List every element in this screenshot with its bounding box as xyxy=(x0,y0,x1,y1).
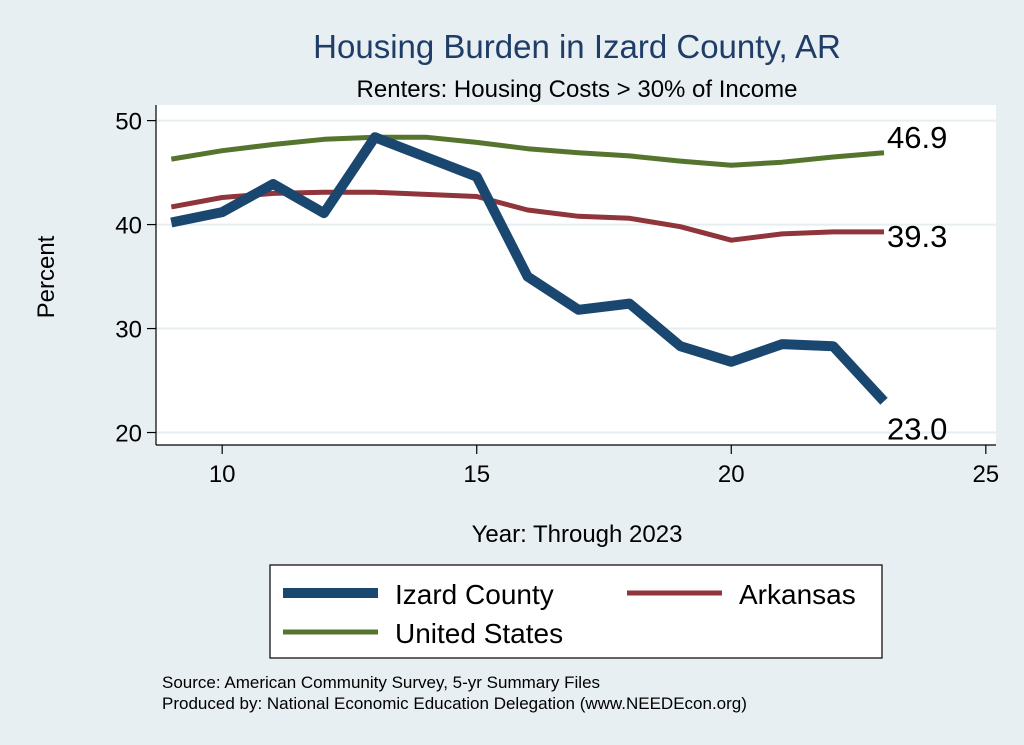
source-note: Source: American Community Survey, 5-yr … xyxy=(162,673,600,692)
y-tick-label-20: 20 xyxy=(115,421,142,448)
plot-area xyxy=(156,105,996,445)
legend-item-us: United States xyxy=(283,618,563,649)
y-tick-label-40: 40 xyxy=(115,213,142,240)
legend-item-izard: Izard County xyxy=(283,579,554,610)
end-label-united-states: 46.9 xyxy=(887,120,947,155)
chart-title: Housing Burden in Izard County, AR xyxy=(313,28,841,65)
x-ticks: 10 15 20 25 xyxy=(209,445,999,488)
legend-label-us: United States xyxy=(395,618,563,649)
gridlines xyxy=(156,119,996,434)
legend-label-izard: Izard County xyxy=(395,579,554,610)
x-tick-label-10: 10 xyxy=(209,461,236,488)
end-label-izard-county: 23.0 xyxy=(887,411,947,446)
y-ticks: 20 30 40 50 xyxy=(115,109,156,448)
x-axis-label: Year: Through 2023 xyxy=(472,521,683,548)
legend-label-arkansas: Arkansas xyxy=(739,579,856,610)
series-lines xyxy=(170,132,888,405)
series-line-united-states xyxy=(170,134,885,168)
legend-box xyxy=(269,564,883,659)
end-labels: 46.9 39.3 23.0 xyxy=(887,120,947,447)
producer-note: Produced by: National Economic Education… xyxy=(162,694,747,713)
y-tick-label-50: 50 xyxy=(115,109,142,136)
y-tick-label-30: 30 xyxy=(115,317,142,344)
y-axis-label: Percent xyxy=(33,235,60,318)
x-tick-label-25: 25 xyxy=(972,461,999,488)
x-tick-label-15: 15 xyxy=(463,461,490,488)
legend-item-arkansas: Arkansas xyxy=(627,579,856,610)
chart-subtitle: Renters: Housing Costs > 30% of Income xyxy=(357,76,798,103)
series-line-izard-county xyxy=(170,132,888,405)
end-label-arkansas: 39.3 xyxy=(887,219,947,254)
x-tick-label-20: 20 xyxy=(718,461,745,488)
